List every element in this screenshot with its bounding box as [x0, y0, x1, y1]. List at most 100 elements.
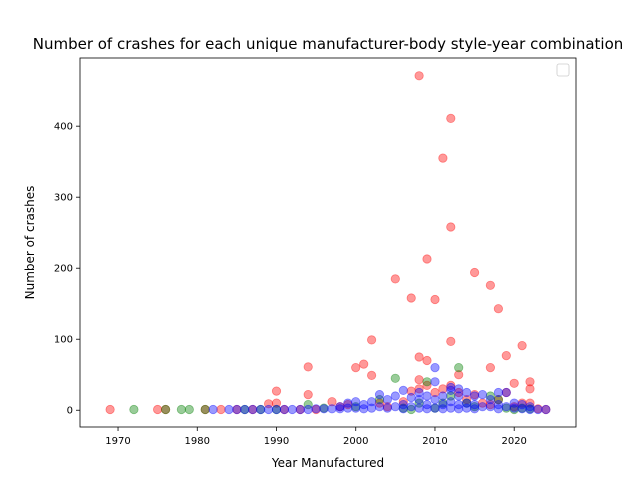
data-point	[351, 397, 361, 407]
chart-title: Number of crashes for each unique manufa…	[33, 35, 624, 53]
data-point	[184, 404, 194, 415]
plot-area	[80, 58, 576, 427]
data-point	[430, 294, 440, 305]
data-point	[454, 384, 464, 394]
data-point	[509, 404, 519, 415]
data-point	[430, 362, 440, 373]
data-point	[414, 387, 424, 398]
data-point	[422, 254, 432, 264]
data-point	[525, 398, 535, 408]
y-tick-label: 200	[54, 264, 73, 275]
x-tick-label: 2020	[501, 436, 526, 447]
data-point	[446, 397, 456, 407]
data-point	[493, 399, 503, 410]
data-point	[390, 402, 400, 412]
data-point	[509, 402, 519, 412]
data-point	[501, 387, 511, 398]
data-point	[430, 403, 440, 413]
data-point	[390, 274, 400, 284]
data-point	[366, 335, 377, 345]
y-tick-label: 0	[67, 406, 73, 417]
data-point	[525, 377, 535, 387]
data-point	[279, 404, 289, 415]
data-point	[430, 403, 440, 413]
data-point	[414, 403, 424, 413]
data-point	[414, 352, 424, 362]
data-point	[359, 359, 369, 369]
data-point	[517, 403, 527, 413]
data-point	[311, 404, 321, 414]
data-point	[382, 402, 392, 412]
x-tick-label: 1980	[185, 436, 210, 447]
data-point	[398, 404, 408, 414]
data-point	[509, 398, 519, 408]
data-point	[493, 394, 503, 405]
data-point	[501, 350, 511, 361]
data-point	[517, 398, 527, 408]
data-point	[351, 362, 361, 373]
data-point	[430, 394, 440, 405]
data-point	[279, 404, 289, 415]
data-point	[256, 404, 266, 415]
y-tick-label: 300	[54, 193, 73, 204]
data-point	[303, 362, 313, 372]
data-point	[446, 113, 456, 124]
legend-box	[556, 63, 570, 77]
data-point	[295, 404, 305, 415]
data-point	[295, 404, 305, 415]
data-point	[469, 404, 480, 414]
data-point	[446, 391, 456, 401]
data-point	[501, 387, 511, 398]
data-point	[462, 398, 472, 408]
data-point	[422, 404, 432, 414]
data-point	[263, 404, 274, 415]
x-tick-label: 1970	[105, 436, 130, 447]
data-point	[366, 403, 377, 413]
data-point	[406, 402, 416, 412]
data-point	[533, 404, 543, 415]
data-point	[343, 398, 353, 408]
data-point	[366, 397, 377, 407]
data-point	[248, 404, 258, 415]
data-point	[493, 387, 503, 398]
data-point	[398, 397, 408, 407]
data-point	[517, 404, 527, 414]
data-point	[327, 404, 337, 414]
data-point	[414, 375, 424, 385]
x-axis-label: Year Manufactured	[271, 456, 384, 470]
data-point	[105, 404, 115, 415]
data-point	[248, 404, 258, 415]
data-point	[382, 394, 392, 405]
data-point	[422, 377, 432, 387]
data-point	[469, 402, 480, 412]
data-point	[477, 402, 488, 412]
data-point	[335, 402, 345, 412]
data-point	[335, 402, 345, 412]
data-point	[446, 380, 456, 390]
data-point	[287, 404, 297, 415]
data-point	[446, 385, 456, 395]
data-point	[454, 404, 464, 414]
data-point	[533, 404, 543, 414]
data-point	[485, 280, 495, 290]
data-point	[422, 380, 432, 390]
data-point	[406, 392, 416, 403]
data-point	[485, 391, 495, 401]
data-point	[525, 384, 535, 394]
data-point	[303, 404, 313, 415]
x-tick-label: 2010	[422, 436, 447, 447]
data-point	[509, 403, 519, 413]
data-point	[374, 389, 385, 400]
data-point	[462, 403, 472, 413]
data-point	[161, 404, 171, 415]
x-tick-label: 1990	[264, 436, 289, 447]
data-point	[176, 404, 186, 415]
data-point	[541, 404, 551, 415]
data-point	[438, 398, 448, 408]
data-point	[216, 404, 226, 415]
data-point	[517, 340, 527, 351]
data-point	[493, 394, 503, 405]
data-point	[398, 403, 408, 413]
data-point	[469, 399, 480, 410]
data-point	[311, 404, 321, 415]
